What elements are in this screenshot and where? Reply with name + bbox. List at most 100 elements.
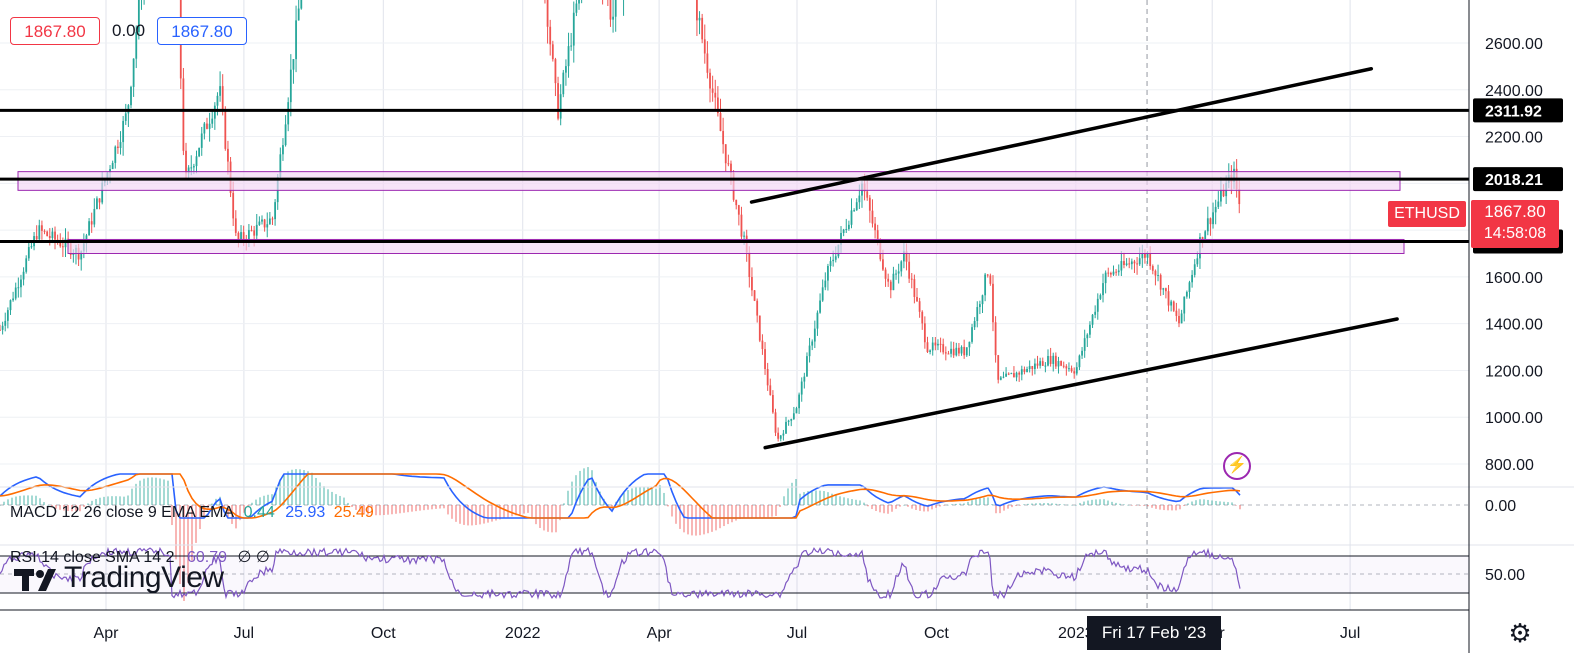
last-price-tag: 1867.80 14:58:08 (1471, 200, 1559, 248)
candle-body (1010, 373, 1013, 375)
candle-body (737, 205, 740, 215)
price-tick-label: 2400.00 (1485, 83, 1543, 100)
close-value: 1867.80 (171, 22, 233, 41)
candle-body (895, 273, 897, 275)
macd-histogram-bar (695, 505, 697, 536)
macd-histogram-bar (655, 488, 657, 505)
candle-body (297, 8, 300, 21)
candle-body (978, 304, 981, 308)
macd-histogram-bar (691, 505, 693, 536)
macd-histogram-bar (3, 501, 5, 505)
candle-body (1002, 376, 1005, 378)
candle-body (774, 412, 777, 433)
macd-histogram-bar (1115, 502, 1117, 505)
candle-body (27, 247, 30, 259)
candle-body (263, 219, 266, 228)
candle-body (798, 394, 800, 409)
macd-histogram-bar (283, 474, 285, 505)
candle-body (570, 45, 573, 47)
channel-lower-line (763, 317, 1399, 450)
macd-histogram-bar (903, 504, 905, 506)
macd-histogram-bar (39, 498, 41, 505)
candle-body (578, 0, 580, 4)
macd-histogram-bar (1183, 505, 1185, 506)
macd-histogram-bar (435, 505, 437, 509)
macd-histogram-bar (803, 492, 805, 505)
gear-icon[interactable]: ⚙ (1508, 618, 1532, 648)
macd-histogram-bar (567, 490, 569, 505)
candle-body (876, 230, 879, 240)
resistance-zone (17, 171, 1401, 191)
candle-body (1220, 189, 1222, 202)
candle-body (1117, 270, 1120, 273)
macd-histogram-bar (1235, 505, 1237, 506)
candle-body (557, 83, 559, 119)
candle-body (792, 413, 795, 420)
candle-body (785, 421, 787, 434)
macd-histogram-bar (1211, 500, 1213, 505)
rsi-legend[interactable]: RSI 14 close SMA 14 2 60.79 ∅ ∅ (10, 547, 270, 567)
macd-histogram-bar (899, 505, 901, 507)
macd-histogram-bar (1191, 501, 1193, 505)
candle-body (1057, 360, 1060, 367)
macd-histogram-bar (983, 497, 985, 505)
time-tick-label: Jul (787, 625, 807, 642)
macd-histogram-bar (195, 505, 197, 543)
macd-histogram-bar (999, 505, 1001, 514)
macd-histogram-bar (1063, 504, 1065, 506)
candle-body (1144, 253, 1146, 258)
candle-body (758, 315, 761, 341)
candle-body (803, 376, 806, 382)
resistance-zones (17, 171, 1405, 254)
candle-body (261, 219, 263, 222)
candle-body (12, 298, 14, 301)
candle-body (965, 347, 968, 356)
macd-histogram-bar (759, 505, 761, 519)
candle-body (549, 26, 552, 45)
candle-body (1020, 369, 1023, 375)
macd-histogram-bar (1195, 500, 1197, 505)
macd-pane (0, 467, 1469, 601)
candle-body (874, 223, 876, 231)
candle-body (1109, 272, 1112, 275)
candle-body (1217, 201, 1220, 207)
macd-histogram-bar (531, 505, 533, 519)
candle-body (195, 156, 198, 167)
candle-body (866, 191, 869, 198)
candle-body (740, 214, 743, 237)
macd-legend[interactable]: MACD 12 26 close 9 EMA EMA 0.44 25.93 25… (10, 504, 374, 522)
macd-histogram-bar (563, 503, 565, 505)
time-tick-label: 2023 (1058, 625, 1094, 642)
candle-body (1188, 282, 1191, 292)
macd-histogram-bar (91, 500, 93, 505)
candle-body (916, 296, 918, 302)
macd-histogram-bar (403, 505, 405, 513)
candle-body (59, 241, 62, 247)
candle-body (1146, 253, 1149, 258)
macd-histogram-bar (191, 505, 193, 561)
price-tick-label: 800.00 (1485, 457, 1534, 474)
candle-body (727, 163, 730, 165)
candle-body (842, 229, 845, 233)
macd-histogram-bar (211, 503, 213, 505)
macd-histogram-bar (479, 505, 481, 525)
candle-body (609, 0, 612, 20)
macd-histogram-bar (1219, 501, 1221, 505)
macd-legend-label: MACD 12 26 close 9 EMA EMA (10, 504, 234, 521)
candle-body (748, 252, 751, 278)
macd-histogram-bar (1103, 499, 1105, 505)
macd-histogram-bar (15, 496, 17, 505)
macd-histogram-bar (755, 505, 757, 519)
macd-histogram-bar (1047, 503, 1049, 505)
macd-histogram-bar (1059, 504, 1061, 505)
macd-histogram-bar (739, 505, 741, 520)
macd-histogram-bar (907, 505, 909, 507)
macd-histogram-bar (239, 505, 241, 521)
macd-histogram-bar (103, 496, 105, 505)
lightning-icon[interactable]: ⚡ (1223, 452, 1251, 480)
candle-body (1052, 355, 1055, 364)
candle-body (1026, 369, 1028, 372)
macd-histogram-bar (63, 505, 65, 511)
candle-body (847, 224, 850, 230)
